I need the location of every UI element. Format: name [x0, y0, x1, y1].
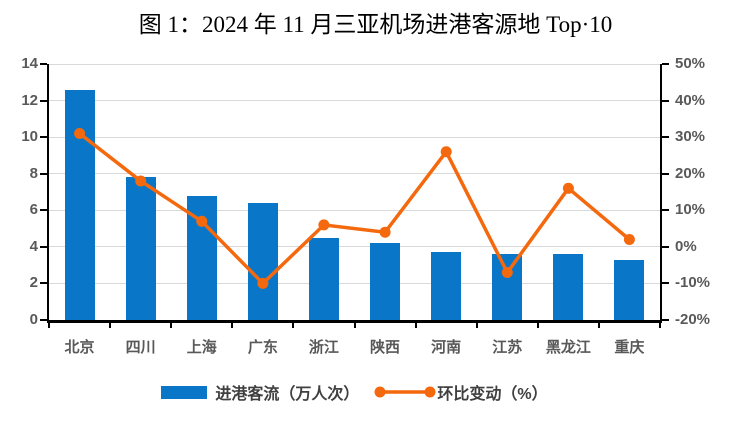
data-point-上海 — [196, 215, 208, 227]
trend-line — [78, 132, 631, 286]
axis-bottom — [47, 320, 662, 323]
left-axis-tick-label: 14 — [21, 55, 38, 72]
right-axis-tick-label: 10% — [675, 201, 706, 219]
left-axis-tick-label: 12 — [21, 91, 38, 109]
legend-line-marker-icon — [374, 386, 436, 398]
chart-title: 图 1：2024 年 11 月三亚机场进港客源地 Top·10 — [138, 12, 613, 37]
bar-浙江 — [308, 237, 339, 320]
right-axis-tick — [662, 136, 669, 139]
bar-四川 — [125, 177, 156, 320]
data-point-黑龙江 — [562, 182, 574, 194]
legend: 进港客流（万人次） 环比变动（%） — [47, 380, 662, 404]
data-point-北京 — [74, 128, 86, 139]
bar-陕西 — [370, 243, 401, 320]
x-axis-label-陕西: 陕西 — [370, 339, 401, 356]
x-axis-label-重庆: 重庆 — [614, 339, 645, 356]
right-axis-tick-label: -10% — [675, 274, 711, 292]
right-axis-tick — [662, 282, 669, 285]
right-axis-tick-label: -20% — [675, 311, 711, 328]
left-axis-tick — [40, 136, 47, 139]
left-axis-tick — [40, 209, 47, 212]
data-point-重庆 — [623, 234, 635, 245]
data-point-陕西 — [379, 226, 391, 238]
x-axis-tick — [597, 323, 600, 328]
x-axis-label-黑龙江: 黑龙江 — [545, 339, 591, 356]
right-axis-tick — [662, 245, 669, 248]
axis-left — [47, 64, 49, 323]
bar-广东 — [247, 203, 278, 320]
x-axis-tick — [536, 323, 539, 328]
left-axis-tick — [40, 245, 47, 248]
x-axis-tick — [292, 323, 295, 328]
left-axis-tick — [40, 63, 47, 65]
bar-河南 — [431, 252, 462, 320]
x-axis-label-北京: 北京 — [64, 339, 95, 356]
plot-area — [49, 63, 660, 320]
right-axis-tick-label: 50% — [675, 55, 706, 72]
gridline — [49, 209, 660, 211]
x-axis-tick — [109, 323, 112, 328]
left-axis-tick — [40, 282, 47, 285]
gridline — [49, 136, 660, 138]
data-point-四川 — [135, 175, 147, 187]
gridline — [49, 246, 660, 248]
x-axis-label-江苏: 江苏 — [492, 339, 523, 356]
left-axis-tick-label: 8 — [29, 164, 38, 182]
x-axis-tick — [414, 323, 417, 328]
x-axis-label-河南: 河南 — [431, 339, 462, 356]
gridline — [49, 282, 660, 284]
x-axis-label-广东: 广东 — [247, 339, 278, 356]
legend-bar-label: 进港客流（万人次） — [215, 386, 360, 403]
right-axis-tick — [662, 172, 669, 175]
data-point-浙江 — [318, 219, 330, 231]
left-axis-tick-label: 2 — [29, 274, 38, 292]
bar-黑龙江 — [553, 254, 584, 320]
left-axis-tick-label: 4 — [29, 237, 38, 255]
trend-line-layer — [74, 128, 635, 289]
left-axis-tick-label: 10 — [21, 128, 38, 146]
left-axis-tick — [40, 319, 47, 321]
data-point-江苏 — [501, 267, 513, 278]
legend-bar-swatch-icon — [161, 385, 208, 399]
right-axis-tick — [662, 209, 669, 212]
gridline — [49, 173, 660, 175]
x-axis-tick — [170, 323, 173, 328]
gridline — [49, 63, 660, 65]
x-axis-label-四川: 四川 — [125, 339, 156, 356]
axis-right — [660, 64, 662, 323]
bar-重庆 — [614, 259, 645, 320]
bar-北京 — [64, 89, 95, 320]
x-axis-tick — [48, 323, 50, 328]
right-axis-tick — [662, 319, 669, 321]
x-axis-tick — [475, 323, 478, 328]
x-axis-label-上海: 上海 — [186, 339, 217, 356]
right-axis-tick-label: 30% — [675, 128, 706, 146]
right-axis-tick-label: 20% — [675, 164, 706, 182]
legend-line-label: 环比变动（%） — [437, 386, 548, 403]
x-axis-tick — [659, 323, 661, 328]
data-point-广东 — [257, 277, 269, 289]
x-axis-label-浙江: 浙江 — [308, 339, 339, 356]
data-point-河南 — [440, 146, 452, 158]
left-axis-tick — [40, 99, 47, 102]
right-axis-tick — [662, 99, 669, 102]
right-axis-tick-label: 40% — [675, 91, 706, 109]
gridline — [49, 100, 660, 102]
right-axis-tick — [662, 63, 669, 65]
left-axis-tick — [40, 172, 47, 175]
bar-江苏 — [492, 254, 523, 320]
x-axis-tick — [353, 323, 356, 328]
left-axis-tick-label: 0 — [29, 311, 38, 328]
left-axis-tick-label: 6 — [29, 201, 38, 219]
right-axis-tick-label: 0% — [675, 237, 697, 255]
x-axis-tick — [231, 323, 234, 328]
